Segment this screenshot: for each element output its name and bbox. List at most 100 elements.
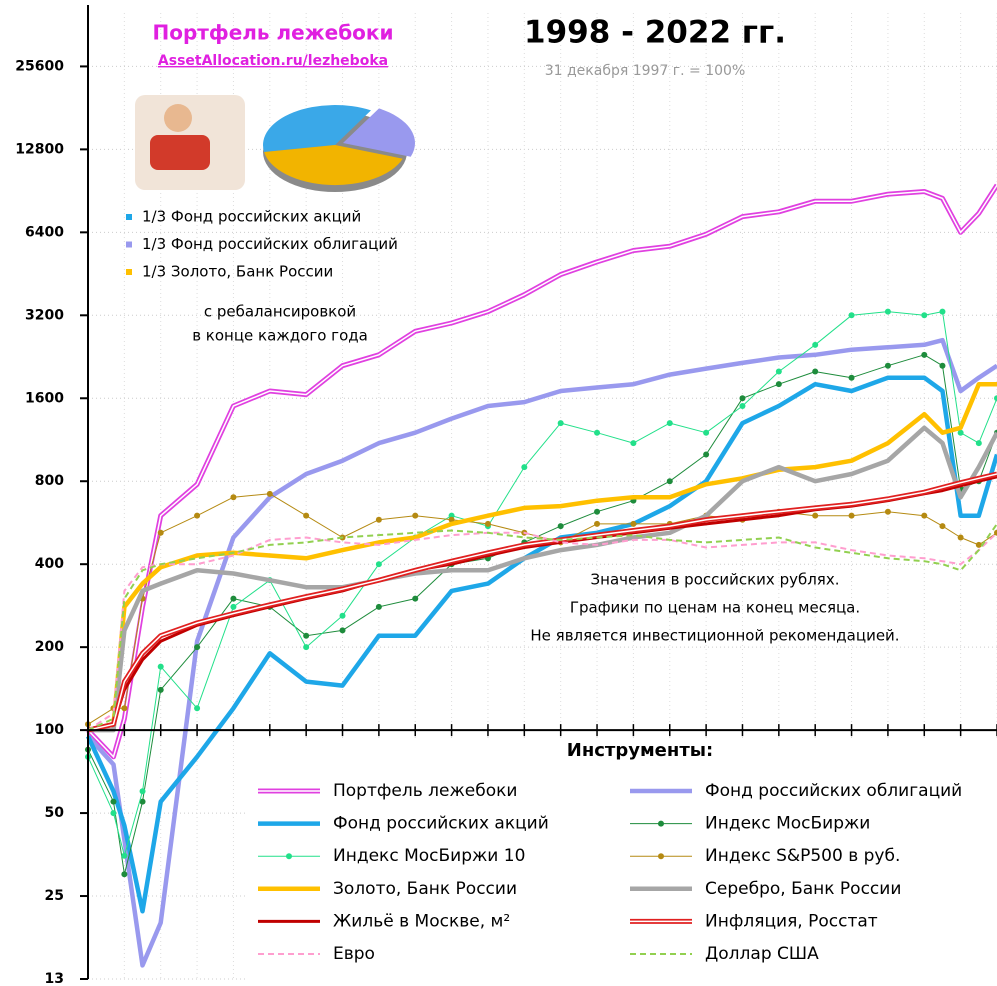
series-marker xyxy=(194,512,201,519)
series-line xyxy=(85,375,997,914)
series-marker xyxy=(266,490,273,497)
series-marker xyxy=(939,362,946,369)
illustration-head xyxy=(164,104,192,132)
series-marker xyxy=(594,429,601,436)
series-marker xyxy=(630,440,637,447)
series-marker xyxy=(848,374,855,381)
series-marker xyxy=(230,494,237,501)
series-marker xyxy=(739,402,746,409)
series-marker xyxy=(921,512,928,519)
y-tick-label: 1600 xyxy=(25,390,64,406)
series-marker xyxy=(139,798,146,805)
series-marker xyxy=(521,464,528,471)
legend-label: Индекс МосБиржи 10 xyxy=(333,846,525,866)
series-marker xyxy=(121,852,128,859)
series-marker xyxy=(339,627,346,634)
series-marker xyxy=(230,603,237,610)
pie-slice xyxy=(264,145,403,186)
series-marker xyxy=(557,420,564,427)
line-layer xyxy=(85,183,997,968)
inset-title: Портфель лежебоки xyxy=(152,21,393,45)
inset-link[interactable]: AssetAllocation.ru/lezheboka xyxy=(158,53,388,69)
legend: Портфель лежебоки Фонд российских облигац… xyxy=(258,781,962,964)
legend-marker xyxy=(658,820,664,827)
legend-label: Золото, Банк России xyxy=(333,879,517,899)
inset-swatch xyxy=(126,214,132,220)
legend-label: Доллар США xyxy=(705,944,819,964)
y-tick-label: 50 xyxy=(45,805,65,821)
legend-label: Индекс S&P500 в руб. xyxy=(705,846,900,866)
series-marker xyxy=(666,420,673,427)
series-line xyxy=(87,354,997,875)
inset: Портфель лежебоки AssetAllocation.ru/lez… xyxy=(126,21,416,345)
chart-title: 1998 - 2022 гг. xyxy=(524,15,786,51)
series-marker xyxy=(110,798,117,805)
series-marker xyxy=(957,534,964,541)
series-marker xyxy=(994,395,997,402)
series-marker xyxy=(375,603,382,610)
series-marker xyxy=(939,523,946,530)
illustration-body xyxy=(150,135,210,170)
series-line xyxy=(86,337,997,968)
y-tick-label: 800 xyxy=(35,473,64,489)
legend-label: Фонд российских акций xyxy=(333,814,549,834)
series-marker xyxy=(303,512,310,519)
inset-item: 1/3 Золото, Банк России xyxy=(142,263,333,281)
series-marker xyxy=(121,871,128,878)
series-line xyxy=(88,425,997,733)
note: Значения в российских рублях. xyxy=(591,571,840,589)
series-marker xyxy=(775,368,782,375)
series-marker xyxy=(975,440,982,447)
series-line xyxy=(87,523,997,732)
inset-swatch xyxy=(126,241,132,248)
series-marker xyxy=(157,529,164,536)
series-line xyxy=(87,471,997,733)
legend-title: Инструменты: xyxy=(567,740,714,761)
series-marker xyxy=(594,520,601,527)
series-marker xyxy=(110,810,117,817)
series-marker xyxy=(957,429,964,436)
series-marker xyxy=(157,663,164,670)
series-marker xyxy=(303,644,310,651)
legend-marker xyxy=(286,853,292,860)
inset-item: 1/3 Фонд российских акций xyxy=(142,208,361,226)
series-marker xyxy=(375,561,382,568)
series-marker xyxy=(921,351,928,358)
y-tick-label: 25 xyxy=(45,888,64,904)
inset-legend: 1/3 Фонд российских акций 1/3 Фонд россий… xyxy=(126,208,398,281)
y-tick-label: 12800 xyxy=(15,141,64,157)
series-marker xyxy=(412,512,419,519)
legend-marker xyxy=(658,853,664,860)
series-marker xyxy=(703,451,710,458)
series-marker xyxy=(884,308,891,315)
series-line xyxy=(87,381,997,733)
y-tick-label: 3200 xyxy=(25,307,64,323)
pie-slice xyxy=(263,105,371,152)
y-tick-label: 13 xyxy=(45,971,64,986)
legend-label: Индекс МосБиржи xyxy=(705,814,870,834)
series-marker xyxy=(884,508,891,515)
series-marker xyxy=(339,612,346,619)
legend-label: Жильё в Москве, м² xyxy=(333,911,510,931)
y-tick-label: 400 xyxy=(35,556,64,572)
series-marker xyxy=(812,368,819,375)
series-marker xyxy=(194,644,201,651)
legend-label: Фонд российских облигаций xyxy=(705,781,962,801)
y-tick-label: 6400 xyxy=(25,224,64,240)
inset-note: в конце каждого года xyxy=(192,327,368,345)
series-marker xyxy=(557,523,564,530)
pie-slice xyxy=(343,108,416,157)
series-marker xyxy=(630,520,637,527)
series-marker xyxy=(812,341,819,348)
series-marker xyxy=(703,429,710,436)
series-marker xyxy=(375,516,382,523)
series-marker xyxy=(303,632,310,639)
series-marker xyxy=(812,512,819,519)
chart-subtitle: 31 декабря 1997 г. = 100% xyxy=(545,63,746,79)
series-line-highlight xyxy=(87,473,997,731)
inset-item: 1/3 Фонд российских облигаций xyxy=(142,235,398,253)
series-marker xyxy=(666,478,673,485)
inset-swatch xyxy=(126,269,132,275)
series-marker xyxy=(975,541,982,548)
